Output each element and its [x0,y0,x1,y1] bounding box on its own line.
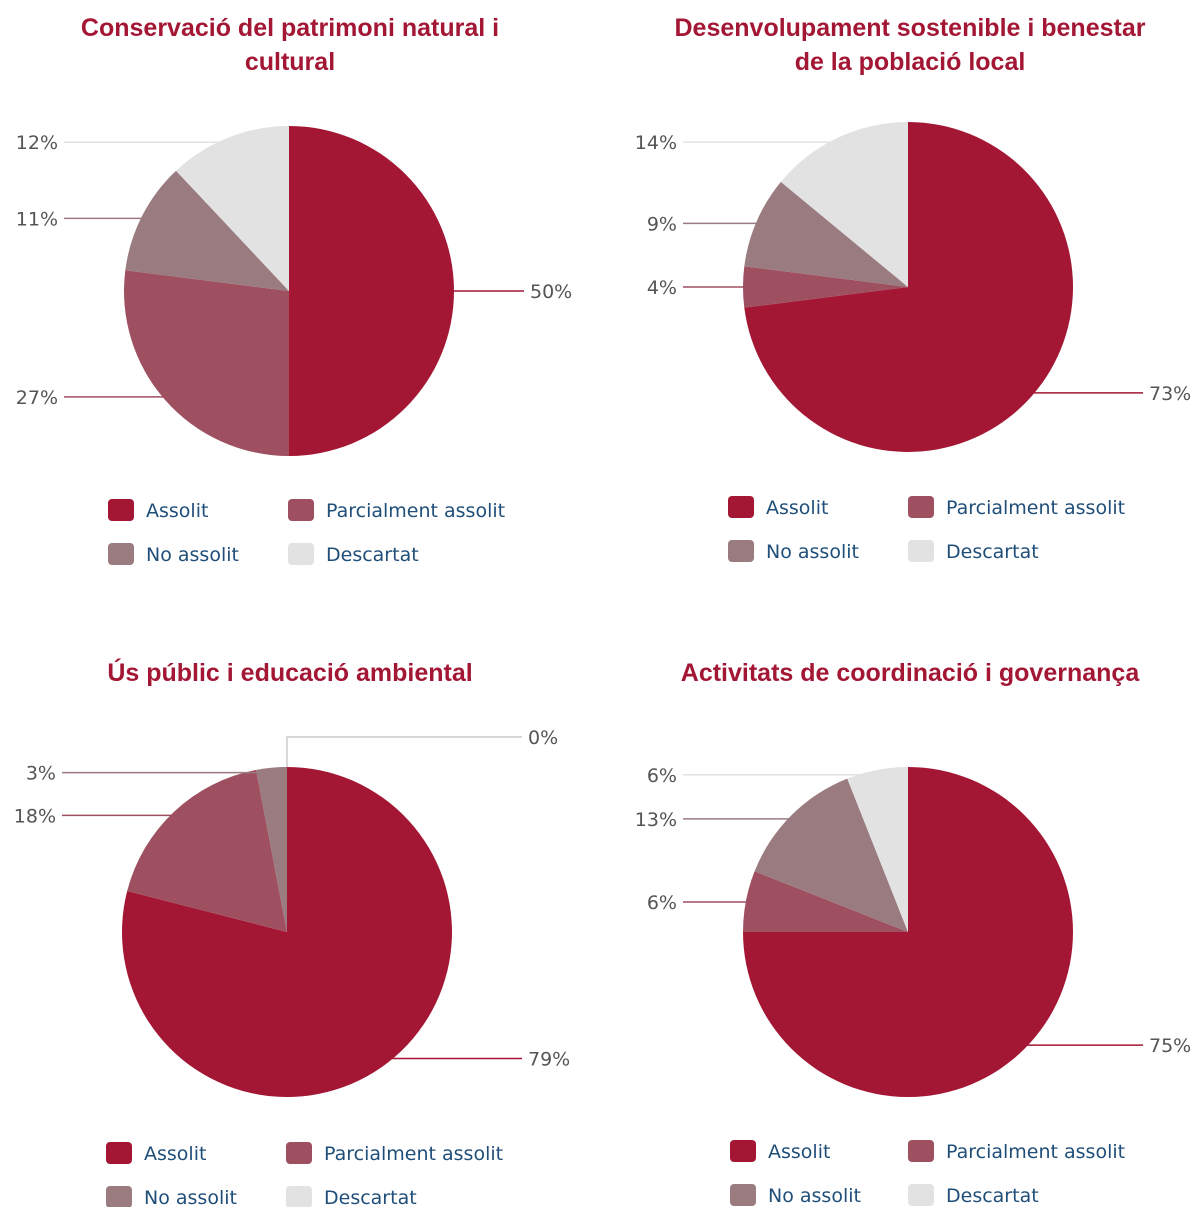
pie-slice-descartat [176,126,289,291]
pie-slice-no-assolit [744,181,908,287]
pie-slice-assolit [289,126,454,456]
chart-panel-2: Desenvolupament sostenible i benestar de… [600,0,1200,600]
pie-slice-no-assolit [125,170,289,291]
pie-slice-no-assolit [754,778,908,932]
pie-chart-1: 50% 27% 11% 12% Assolit Parcialment assolit No… [16,126,572,566]
legend-swatch [288,543,314,565]
chart-title-4: Activitats de coordinació i governança [680,659,1140,687]
pie-slice-parcialment-assolit [127,769,287,932]
slice-percent-label: 12% [16,132,58,154]
chart-panel-1: Conservació del patrimoni natural i cult… [0,0,600,600]
slice-percent-label: 11% [16,208,58,230]
legend-label: Descartat [946,541,1039,563]
slice-percent-label: 3% [26,763,56,785]
legend-swatch [728,496,754,518]
pie-slice-no-assolit [256,767,287,932]
pie-slice-parcialment-assolit [743,871,908,932]
chart-panel-3: Ús públic i educació ambiental 79% 18% 3% 0… [0,600,600,1207]
legend-label: Parcialment assolit [946,497,1125,519]
legend-swatch [106,1186,132,1207]
slice-percent-label: 27% [16,387,58,409]
chart-panel-4: Activitats de coordinació i governança 7… [600,600,1200,1207]
legend-label: Assolit [768,1141,830,1163]
legend-swatch [288,499,314,521]
slice-percent-label: 73% [1149,383,1191,405]
slice-percent-label: 0% [528,727,558,749]
legend-swatch [730,1184,756,1206]
slice-percent-label: 4% [647,277,677,299]
legend-swatch [730,1140,756,1162]
legend-label: Assolit [144,1143,206,1165]
legend-swatch [106,1142,132,1164]
legend-label: Assolit [766,497,828,519]
slice-percent-label: 14% [635,132,677,154]
slice-percent-label: 50% [530,281,572,303]
slice-percent-label: 6% [647,765,677,787]
legend-swatch [108,543,134,565]
leader-line [286,736,522,767]
pie-slice-assolit [744,122,1073,452]
slice-percent-label: 18% [14,805,56,827]
legend-label: Descartat [326,544,419,566]
legend-label: Parcialment assolit [946,1141,1125,1163]
slice-percent-label: 6% [647,892,677,914]
legend-label: No assolit [766,541,859,563]
legend-swatch [908,496,934,518]
legend-label: No assolit [144,1187,237,1207]
chart-title-3: Ús públic i educació ambiental [107,659,473,687]
pie-slice-parcialment-assolit [123,270,290,456]
legend-label: Descartat [324,1187,417,1207]
pie-chart-2: 73% 4% 9% 14% Assolit Parcialment assolit No a… [635,122,1191,563]
chart-title-2: Desenvolupament sostenible i benestar de… [674,14,1146,76]
legend-swatch [286,1186,312,1207]
slice-percent-label: 13% [635,809,677,831]
pie-slice-parcialment-assolit [743,266,908,308]
legend-swatch [908,1140,934,1162]
chart-title-1: Conservació del patrimoni natural i cult… [80,14,500,76]
pie-slice-descartat [780,122,908,287]
pie-slice-descartat [847,767,908,932]
legend-label: No assolit [768,1185,861,1207]
legend-swatch [908,1184,934,1206]
legend-label: Descartat [946,1185,1039,1207]
pie-chart-4: 75% 6% 13% 6% Assolit Parcialment assolit No a… [635,765,1191,1207]
legend-swatch [108,499,134,521]
legend-label: Parcialment assolit [326,500,505,522]
legend-swatch [728,540,754,562]
slice-percent-label: 79% [528,1048,570,1070]
slice-percent-label: 75% [1149,1035,1191,1057]
legend-swatch [286,1142,312,1164]
legend-label: Parcialment assolit [324,1143,503,1165]
legend-label: Assolit [146,500,208,522]
legend-swatch [908,540,934,562]
slice-percent-label: 9% [647,213,677,235]
legend-label: No assolit [146,544,239,566]
pie-chart-3: 79% 18% 3% 0% Assolit Parcialment assolit No a… [14,727,570,1207]
